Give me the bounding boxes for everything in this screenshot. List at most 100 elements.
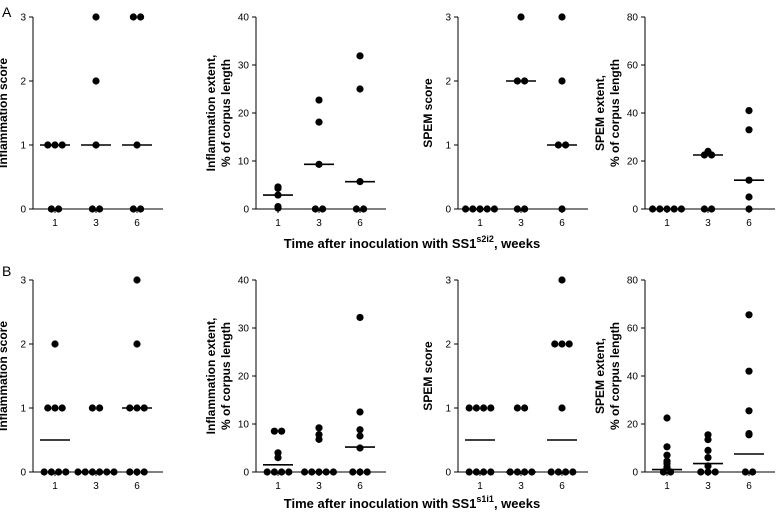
y-tick-label: 3	[20, 276, 26, 287]
data-point	[360, 205, 368, 213]
x-tick-label: 6	[357, 481, 363, 492]
y-tick-label: 40	[238, 13, 250, 24]
y-tick-label: 2	[445, 340, 451, 351]
y-axis-label: SPEM score	[421, 341, 435, 411]
data-point	[137, 13, 145, 21]
x-tick-label: 6	[746, 481, 752, 492]
y-axis-label: Inflammation score	[0, 321, 10, 431]
data-point	[47, 468, 56, 476]
data-point	[663, 457, 671, 465]
data-point	[319, 205, 327, 213]
x-tick-label: 6	[559, 218, 565, 229]
x-tick-label: 1	[275, 481, 281, 492]
data-point	[565, 340, 573, 348]
y-tick-label: 60	[627, 324, 639, 335]
data-point	[562, 468, 570, 476]
data-point	[278, 468, 286, 476]
y-tick-label: 0	[243, 468, 249, 479]
data-point	[480, 468, 488, 476]
data-point	[741, 468, 750, 476]
data-point	[129, 13, 137, 21]
x-tick-label: 1	[52, 218, 58, 229]
data-point	[704, 454, 712, 462]
y-tick-label: 0	[632, 205, 638, 216]
y-tick-label: 10	[238, 420, 250, 431]
chart-panel-1: 0 10 20 30 40 1 3 6 Inflammation extent,% of cor…	[204, 13, 386, 229]
data-point	[311, 205, 319, 213]
y-tick-label: 20	[238, 372, 250, 383]
data-point	[558, 276, 566, 284]
data-point	[472, 404, 480, 412]
data-point	[51, 404, 59, 412]
y-tick-label: 0	[20, 205, 26, 216]
x-tick-label: 3	[705, 481, 711, 492]
data-point	[129, 205, 137, 213]
x-tick-label: 6	[357, 218, 363, 229]
data-point	[126, 468, 134, 476]
y-tick-label: 30	[238, 324, 250, 335]
chart-panel-6: 0 1 2 3 1 3 6 SPEM score	[421, 276, 588, 492]
y-tick-label: 3	[20, 13, 26, 24]
data-point	[708, 205, 716, 213]
data-point	[513, 404, 522, 412]
data-point	[663, 451, 671, 459]
data-point	[745, 407, 753, 415]
data-point	[315, 430, 323, 439]
data-point	[558, 205, 566, 213]
data-point	[356, 85, 364, 93]
data-point	[487, 404, 495, 412]
y-tick-label: 10	[238, 157, 250, 168]
y-tick-label: 3	[445, 13, 451, 24]
x-tick-label: 3	[316, 218, 322, 229]
y-tick-label: 2	[20, 77, 26, 88]
y-tick-label: 2	[20, 340, 26, 351]
data-point	[697, 468, 705, 476]
data-point	[704, 446, 712, 454]
data-point	[133, 340, 141, 348]
data-point	[270, 468, 278, 476]
y-tick-label: 3	[445, 276, 451, 287]
data-point	[558, 340, 566, 348]
data-point	[352, 205, 360, 213]
data-point	[749, 468, 757, 476]
chart-panel-3: 0 20 40 60 80 1 3 6 SPEM extent,% of corpus leng…	[593, 13, 775, 229]
data-point	[44, 404, 52, 412]
y-tick-label: 0	[632, 468, 638, 479]
data-point	[554, 468, 563, 476]
y-tick-label: 0	[243, 205, 249, 216]
data-point	[745, 367, 753, 375]
y-tick-label: 80	[627, 13, 639, 24]
data-point	[58, 404, 66, 412]
x-tick-label: 3	[518, 481, 524, 492]
data-point	[472, 468, 480, 476]
data-point	[513, 205, 522, 213]
data-point	[356, 313, 364, 322]
y-axis-label: Inflammation score	[0, 58, 10, 168]
data-point	[96, 205, 104, 213]
y-axis-label: SPEM extent,% of corpus length	[593, 59, 622, 167]
data-point	[558, 13, 566, 21]
data-point	[55, 205, 63, 213]
data-point	[137, 205, 145, 213]
data-point	[92, 13, 100, 21]
chart-panel-4: 0 1 2 3 1 3 6 Inflammation score	[0, 276, 163, 492]
data-point	[551, 340, 559, 348]
y-tick-label: 40	[238, 276, 250, 287]
data-point	[133, 276, 141, 284]
data-point	[356, 52, 364, 60]
data-point	[363, 468, 371, 476]
data-point	[315, 424, 323, 432]
data-point	[349, 468, 357, 476]
data-point	[74, 468, 82, 476]
data-point	[558, 77, 566, 85]
y-tick-label: 60	[627, 61, 639, 72]
panel-label-a: A	[2, 4, 12, 20]
panel-label-b: B	[2, 263, 11, 279]
y-axis-label: SPEM extent,% of corpus length	[593, 322, 622, 430]
data-point	[569, 468, 577, 476]
x-tick-label: 6	[134, 481, 140, 492]
data-point	[465, 404, 473, 412]
data-point	[745, 193, 753, 201]
data-point	[521, 205, 529, 213]
